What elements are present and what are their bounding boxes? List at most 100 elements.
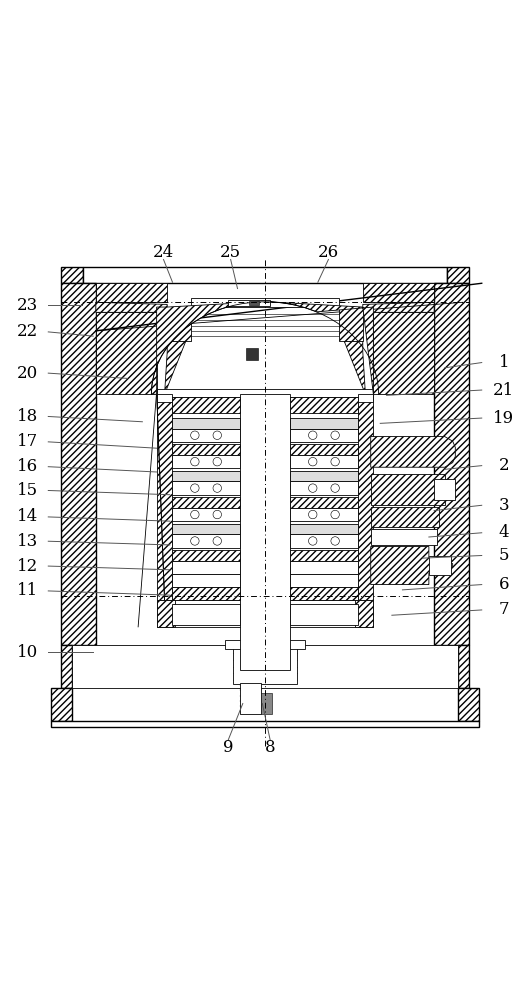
Text: 12: 12 [16, 558, 38, 575]
Bar [290, 534, 358, 548]
Bar [240, 394, 290, 670]
Polygon shape [157, 394, 172, 600]
Bar [261, 693, 272, 714]
Polygon shape [61, 645, 72, 688]
Bar [172, 574, 240, 587]
Polygon shape [51, 688, 72, 721]
Bar [434, 479, 455, 500]
Circle shape [308, 537, 317, 545]
Polygon shape [339, 307, 363, 341]
Text: 1: 1 [499, 354, 509, 371]
Text: 23: 23 [16, 297, 38, 314]
Polygon shape [61, 267, 83, 283]
Bar [434, 479, 455, 500]
Bar [157, 600, 373, 627]
Text: 7: 7 [499, 601, 509, 618]
Bar [172, 481, 240, 495]
Bar [290, 471, 358, 481]
Bar [370, 507, 439, 527]
Text: 8: 8 [265, 739, 276, 756]
Text: 13: 13 [16, 533, 38, 550]
Bar [290, 429, 358, 442]
Bar [240, 394, 290, 670]
Text: 15: 15 [16, 482, 38, 499]
Circle shape [191, 457, 199, 466]
Bar [290, 574, 358, 587]
Polygon shape [458, 688, 479, 721]
Bar [228, 300, 270, 306]
Text: 19: 19 [493, 410, 515, 427]
Bar [157, 389, 373, 397]
Bar [172, 534, 240, 548]
Bar [249, 301, 259, 305]
Text: 17: 17 [16, 433, 38, 450]
Bar [290, 481, 358, 495]
Text: 9: 9 [223, 739, 233, 756]
Polygon shape [167, 307, 191, 341]
Text: 16: 16 [16, 458, 38, 475]
Polygon shape [447, 267, 469, 283]
Bar [172, 471, 240, 481]
Polygon shape [358, 394, 373, 600]
Polygon shape [157, 600, 175, 627]
Text: 21: 21 [493, 382, 515, 399]
Bar [172, 550, 240, 561]
Bar [172, 397, 240, 413]
Polygon shape [370, 547, 453, 585]
Circle shape [308, 431, 317, 439]
Bar [172, 508, 240, 521]
Bar [172, 587, 240, 600]
Circle shape [331, 510, 339, 519]
Circle shape [331, 431, 339, 439]
Circle shape [213, 431, 222, 439]
Text: 10: 10 [16, 644, 38, 661]
Text: 24: 24 [153, 244, 174, 261]
Polygon shape [270, 302, 373, 394]
Circle shape [213, 484, 222, 492]
Bar [290, 418, 358, 429]
Polygon shape [96, 283, 167, 302]
Text: 26: 26 [318, 244, 339, 261]
Polygon shape [164, 341, 186, 394]
Bar [172, 604, 240, 625]
Bar [172, 455, 240, 468]
Circle shape [213, 510, 222, 519]
Bar [290, 561, 358, 574]
Text: 14: 14 [16, 508, 38, 525]
Polygon shape [370, 437, 455, 467]
Polygon shape [61, 283, 96, 645]
Text: 11: 11 [16, 582, 38, 599]
Text: 25: 25 [220, 244, 241, 261]
Bar [51, 721, 479, 727]
Bar [290, 455, 358, 468]
Text: 3: 3 [499, 497, 509, 514]
Polygon shape [458, 645, 469, 688]
Text: 4: 4 [499, 524, 509, 541]
Bar [429, 556, 451, 575]
Bar [172, 418, 240, 429]
Circle shape [331, 457, 339, 466]
Bar [246, 348, 258, 360]
Circle shape [191, 484, 199, 492]
Bar [370, 529, 437, 545]
Circle shape [308, 457, 317, 466]
Circle shape [191, 537, 199, 545]
Polygon shape [363, 302, 434, 312]
Bar [172, 561, 240, 574]
Bar [83, 267, 447, 283]
Bar [233, 643, 297, 684]
Circle shape [213, 537, 222, 545]
Bar [72, 645, 458, 688]
Bar [370, 474, 445, 505]
Bar [225, 640, 305, 649]
Bar [290, 604, 358, 625]
Bar [172, 444, 240, 455]
Polygon shape [363, 283, 434, 302]
Circle shape [213, 457, 222, 466]
Text: 18: 18 [16, 408, 38, 425]
Polygon shape [373, 312, 434, 394]
Bar [290, 497, 358, 508]
Polygon shape [96, 302, 167, 312]
Bar [290, 444, 358, 455]
Bar [172, 524, 240, 534]
